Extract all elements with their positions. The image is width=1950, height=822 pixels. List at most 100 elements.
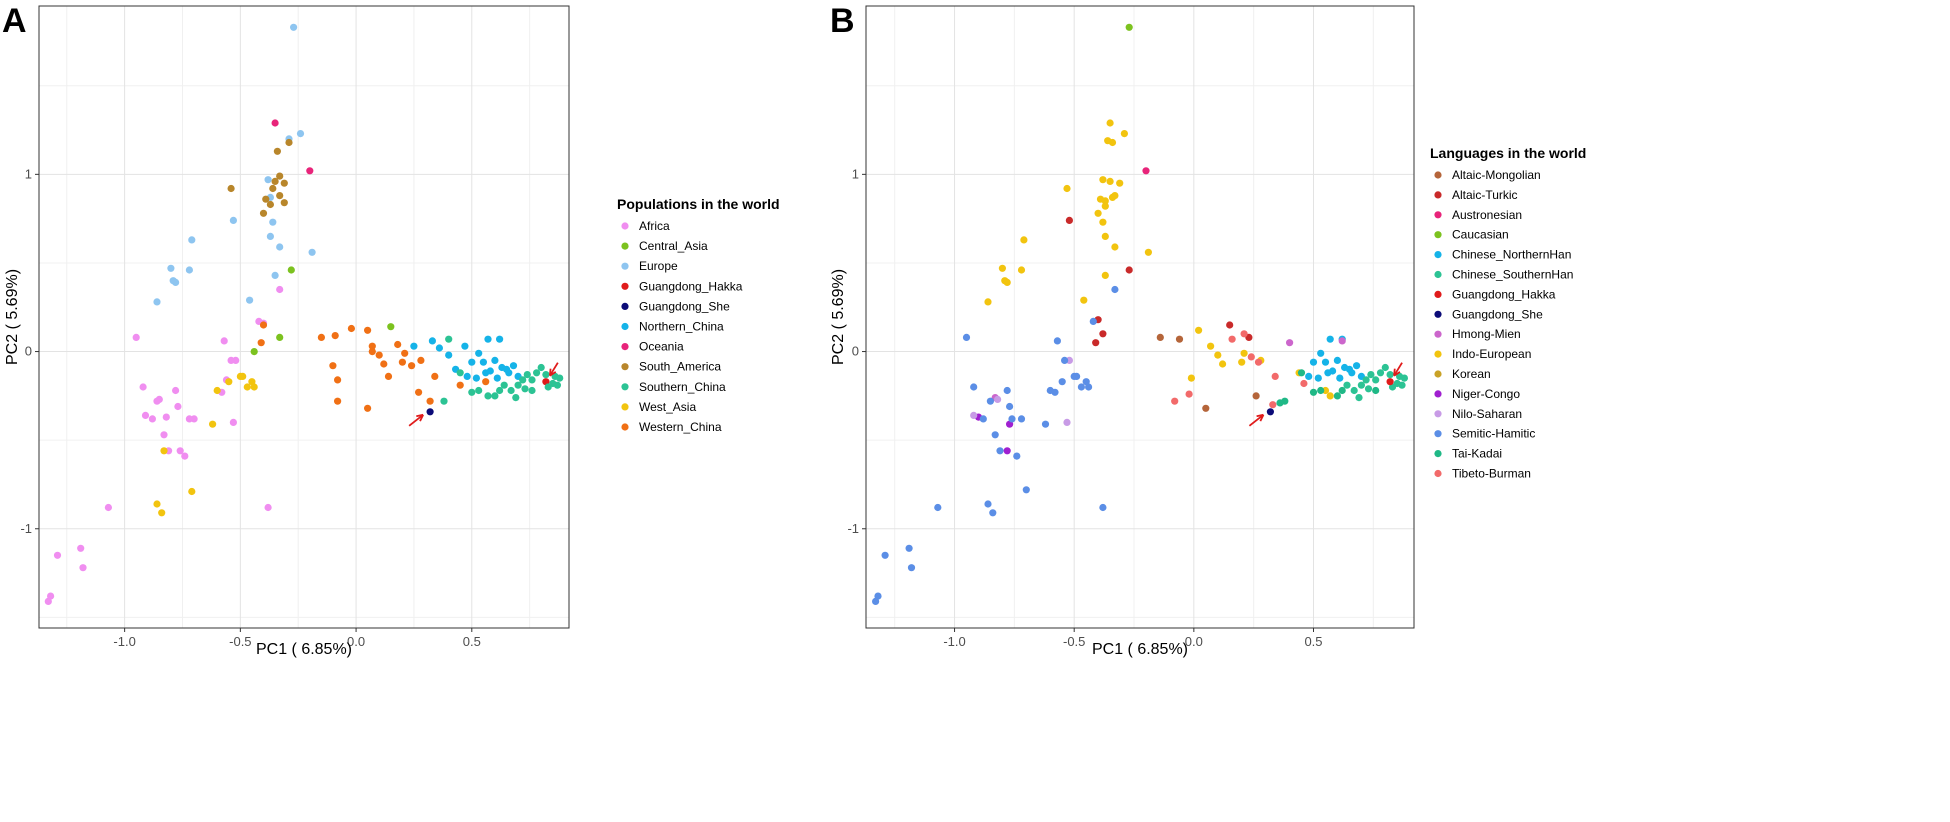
point-indo-european	[1144, 248, 1152, 256]
point-africa	[160, 431, 168, 439]
point-indo-european	[1214, 351, 1222, 359]
point-southern-china	[491, 392, 499, 400]
point-southern-china	[514, 381, 522, 389]
legend-swatch	[621, 383, 629, 391]
point-africa	[77, 544, 85, 552]
point-chinese-northernhan	[1321, 358, 1330, 366]
legend-label: Semitic-Hamitic	[1452, 427, 1535, 441]
point-semitic-hamitic	[1111, 285, 1119, 294]
point-altaic-mongolian	[1175, 335, 1184, 343]
legend-swatch	[1434, 370, 1442, 378]
point-southern-china	[523, 371, 531, 379]
point-western-china	[334, 397, 342, 405]
point-northern-china	[410, 342, 418, 350]
point-semitic-hamitic	[1006, 402, 1014, 411]
legend-label: Niger-Congo	[1452, 387, 1520, 401]
point-chinese-southernhan	[1400, 374, 1408, 382]
scatter-points-a	[44, 23, 564, 606]
point-tibeto-burman	[1269, 401, 1277, 409]
legend-label: Chinese_NorthernHan	[1452, 248, 1571, 262]
point-europe	[188, 236, 196, 244]
panel-label-b: B	[830, 2, 855, 40]
point-central-asia	[287, 266, 295, 274]
point-south-america	[266, 200, 274, 209]
point-nilo-saharan	[994, 395, 1002, 403]
point-indo-european	[1106, 119, 1114, 127]
point-indo-european	[1101, 271, 1109, 279]
legend-label: Caucasian	[1452, 228, 1509, 242]
point-semitic-hamitic	[1085, 383, 1093, 391]
point-semitic-hamitic	[1008, 415, 1016, 423]
point-western-china	[347, 324, 355, 333]
point-indo-european	[1116, 179, 1124, 187]
point-europe	[246, 296, 254, 304]
point-semitic-hamitic	[984, 500, 992, 508]
point-semitic-hamitic	[970, 383, 978, 391]
point-altaic-turkic	[1099, 330, 1107, 338]
point-west-asia	[250, 383, 258, 391]
point-indo-european	[1094, 209, 1102, 217]
point-africa	[79, 564, 87, 572]
point-indo-european	[1096, 195, 1105, 203]
point-south-america	[262, 195, 270, 203]
point-western-china	[408, 362, 416, 370]
point-semitic-hamitic	[874, 592, 882, 600]
point-indo-european	[1101, 232, 1109, 240]
point-indo-european	[1106, 177, 1114, 185]
point-indo-european	[998, 264, 1007, 272]
point-africa	[172, 386, 180, 395]
point-tibeto-burman	[1240, 330, 1248, 338]
point-chinese-northernhan	[1333, 356, 1341, 364]
point-europe	[308, 248, 316, 256]
x-axis-ticks-a: -1.0 -0.5 0.0 0.5	[113, 628, 481, 649]
plot-area-a	[39, 6, 569, 628]
point-southern-china	[512, 394, 520, 402]
point-northern-china	[428, 337, 436, 345]
point-europe	[153, 298, 161, 306]
point-west-asia	[188, 487, 196, 496]
point-oceania	[306, 167, 314, 175]
point-chinese-southernhan	[1386, 371, 1394, 379]
legend-swatch	[1434, 469, 1442, 478]
arrow-guangdong-she	[1248, 413, 1265, 427]
x-axis-title-a: PC1 ( 6.85%)	[256, 641, 352, 658]
legend-label: Guangdong_She	[1452, 307, 1543, 321]
point-west-asia	[236, 372, 244, 380]
point-southern-china	[556, 374, 564, 382]
legend-item-southern-china: Southern_China	[621, 380, 726, 394]
point-southern-china	[468, 388, 476, 396]
point-nilo-saharan	[970, 411, 978, 419]
legend-b: Altaic-Mongolian Altaic-Turkic Austronesia…	[1434, 168, 1573, 481]
point-chinese-southernhan	[1362, 376, 1370, 384]
point-caucasian	[1125, 23, 1133, 31]
point-tibeto-burman	[1254, 358, 1263, 366]
legend-item-tibeto-burman: Tibeto-Burman	[1434, 467, 1531, 481]
point-tai-kadai	[1317, 386, 1325, 395]
point-africa	[132, 333, 140, 341]
legend-label: Northern_China	[639, 320, 724, 334]
point-western-china	[331, 332, 339, 340]
y-axis-title-a: PC2 ( 5.69%)	[4, 269, 21, 365]
point-africa	[53, 551, 62, 559]
point-guangdong-she	[1266, 408, 1274, 416]
point-indo-european	[1111, 243, 1119, 251]
point-indo-european	[1111, 192, 1119, 200]
point-tibeto-burman	[1247, 353, 1255, 361]
point-western-china	[417, 356, 425, 364]
point-africa	[148, 415, 156, 423]
panel-label-a: A	[2, 2, 27, 40]
point-guangdong-she	[426, 408, 434, 416]
point-southern-china	[542, 371, 550, 379]
point-indo-european	[1120, 130, 1128, 138]
x-axis-title-b: PC1 ( 6.85%)	[1092, 641, 1188, 658]
x-tick-label: 0.0	[1185, 634, 1203, 649]
point-western-china	[415, 388, 423, 396]
point-west-asia	[153, 500, 161, 508]
point-chinese-southernhan	[1376, 369, 1385, 377]
legend-swatch	[621, 403, 629, 411]
point-south-america	[276, 192, 284, 200]
legend-label: Hmong-Mien	[1452, 327, 1521, 341]
point-southern-china	[500, 381, 508, 389]
legend-label: Tai-Kadai	[1452, 447, 1502, 461]
point-central-asia	[250, 348, 258, 356]
